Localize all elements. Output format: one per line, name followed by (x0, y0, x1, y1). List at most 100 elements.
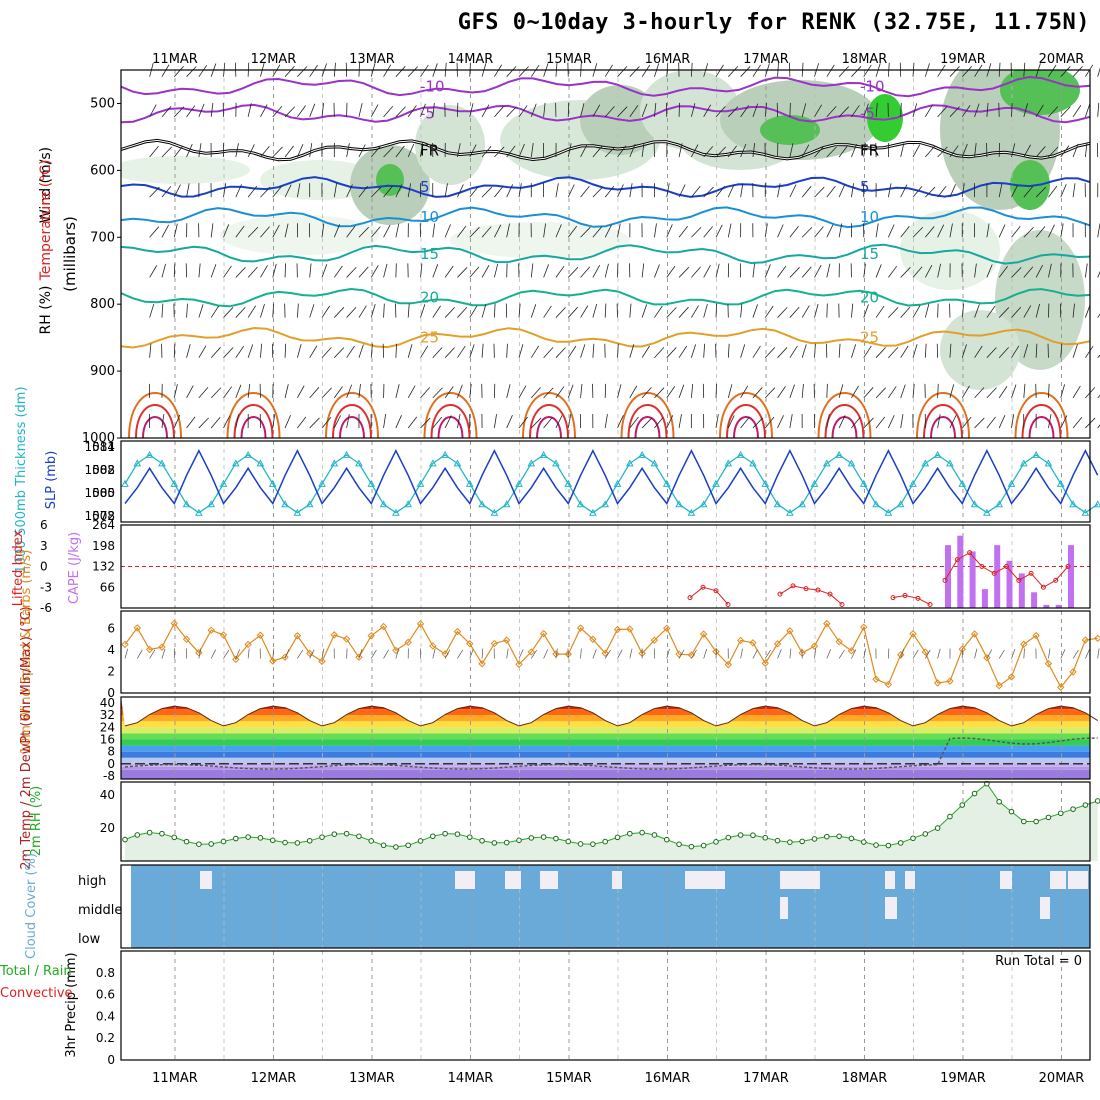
wind-barb (727, 415, 735, 429)
wind-barb (530, 304, 537, 318)
cloud-bar (1050, 871, 1066, 889)
wind-barb (1011, 184, 1019, 198)
wind-barb (678, 414, 682, 429)
rh-point (380, 842, 387, 849)
wind-barb (1072, 303, 1075, 318)
wind-barb (690, 344, 696, 358)
wind-barb (925, 649, 931, 659)
rh-point (1094, 798, 1100, 804)
wind-barb (752, 387, 763, 399)
wind-speed-point (1069, 668, 1077, 676)
wind-barb (161, 186, 172, 198)
wind-speed-point (453, 627, 462, 636)
wind-barb (186, 144, 193, 158)
rh-panel (120, 781, 1091, 862)
wind-speed-point (1020, 640, 1028, 648)
contour-label: 25 (420, 329, 439, 347)
wind-barb (666, 224, 673, 238)
thickness-point (650, 459, 659, 467)
wind-barb (740, 183, 744, 198)
wind-barb (198, 143, 202, 158)
contour-label: -5 (860, 104, 875, 122)
wind-speed-point (1044, 659, 1053, 668)
thickness-point (527, 459, 536, 467)
wind-barb (1097, 354, 1100, 358)
wind-barb (333, 415, 341, 429)
date-label-bottom: 11MAR (152, 1071, 198, 1086)
rh-point (146, 829, 153, 836)
wind-barb (173, 106, 185, 118)
li-point (1016, 577, 1022, 583)
wind-barb (838, 384, 844, 398)
wind-speed-point (1081, 636, 1090, 644)
wind-barb (555, 307, 566, 318)
wind-barb (949, 384, 955, 398)
wind-barb (407, 416, 418, 429)
thickness-point (761, 479, 770, 487)
wind-barb (629, 66, 640, 77)
wind-barb (223, 224, 230, 238)
wind-barb (395, 343, 397, 358)
wind-barb (420, 263, 423, 278)
wind-barb (789, 267, 800, 278)
wind-barb (358, 344, 364, 358)
wind-barb (789, 648, 792, 659)
wind-barb (272, 146, 283, 158)
wind-barb (986, 305, 996, 318)
thickness-point (453, 459, 462, 467)
wind-barb (481, 146, 492, 158)
wind-barb (407, 66, 419, 77)
rh-point (860, 839, 867, 845)
rh-point (356, 833, 362, 840)
wind-barb (949, 184, 956, 198)
wind-speed-point (650, 636, 659, 644)
tick-label: 20 (100, 821, 115, 835)
wind-barb (826, 414, 830, 429)
thickness-point (1093, 500, 1100, 508)
wind-barb (210, 387, 222, 399)
tick-label: 0 (40, 560, 48, 574)
wind-barb (740, 385, 749, 399)
wind-barb (530, 263, 534, 278)
wind-barb (161, 224, 169, 238)
wind-speed-point (219, 631, 228, 639)
wind-barb (814, 226, 824, 238)
wind-barb (678, 384, 685, 398)
wind-speed-point (1032, 631, 1040, 640)
wind-barb (284, 106, 296, 118)
tick-label: -6 (40, 601, 52, 615)
rh-point (134, 832, 141, 838)
li-cape-panel (120, 524, 1091, 609)
wind-barb (851, 303, 854, 318)
isotherm-line (325, 392, 379, 438)
wind-barb (420, 64, 429, 77)
wind-barb (1048, 64, 1057, 77)
wind-barb (321, 387, 332, 399)
wind-speed-point (995, 682, 1003, 690)
wind-barb (493, 303, 496, 318)
wind-barb (531, 649, 538, 659)
wind-barb (506, 223, 510, 238)
rh-shading (220, 215, 380, 255)
cloud-bar (1068, 871, 1088, 889)
li-point (979, 564, 985, 569)
rh-shading (450, 222, 630, 258)
wind-barb (567, 184, 575, 198)
thickness-point (1081, 508, 1090, 516)
wind-barb (875, 264, 882, 278)
wind-barb (358, 144, 366, 158)
wind-barb (493, 263, 499, 278)
tick-label: 40 (100, 696, 115, 710)
wind-barb (949, 415, 957, 429)
wind-barb (974, 143, 977, 158)
wind-barb (986, 223, 990, 238)
thickness-point (724, 459, 733, 467)
rh-point (466, 834, 473, 840)
wind-barb (137, 649, 143, 659)
wind-barb (543, 305, 552, 318)
wind-barb (432, 264, 439, 278)
li-point (827, 591, 833, 597)
wind-barb (974, 387, 985, 399)
wind-barb (272, 263, 277, 278)
wind-speed-point (502, 636, 511, 644)
